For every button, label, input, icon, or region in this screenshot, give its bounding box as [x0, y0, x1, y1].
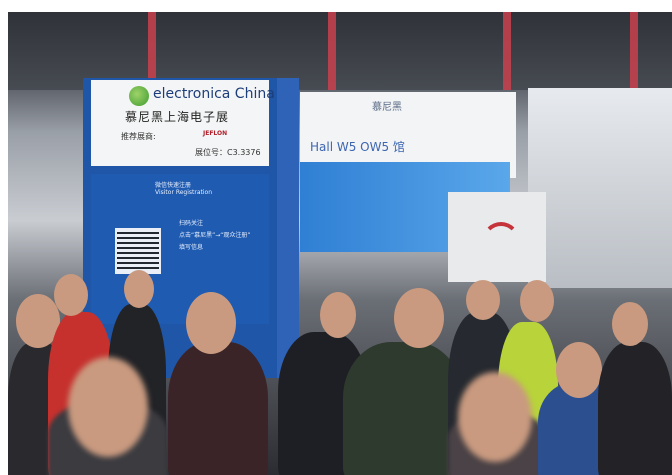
attendee-head: [124, 270, 154, 308]
attendee: [598, 342, 672, 475]
ceiling: [8, 12, 672, 90]
attendee-head: [320, 292, 356, 338]
electronica-logo-icon: [129, 86, 149, 106]
hall-sign-brand: 慕尼黑: [372, 102, 402, 113]
booth-header: [91, 80, 269, 166]
attendee-head: [556, 342, 602, 398]
step-3: 填写信息: [179, 244, 204, 251]
registration-title: 微信快速注册 Visitor Registration: [155, 180, 212, 196]
ceiling-beam: [148, 12, 156, 90]
attendee-head: [458, 372, 532, 462]
exhibitor-logo: JEFLON: [203, 130, 228, 137]
wifi-icon: [482, 222, 520, 260]
qr-code: [115, 228, 161, 274]
step-1: 扫码关注: [179, 220, 204, 227]
ceiling-beam: [503, 12, 511, 90]
registration-title-en: Visitor Registration: [155, 189, 213, 196]
background-hall-wall: [528, 88, 672, 288]
registration-steps: 扫码关注 点击“慕尼黑”→“观众注册” 填写信息: [179, 218, 250, 254]
attendee-head: [186, 292, 236, 354]
ceiling-beam: [328, 12, 336, 90]
wifi-sign: [448, 192, 546, 282]
attendee: [168, 342, 268, 475]
step-2: 点击“慕尼黑”→“观众注册”: [179, 232, 251, 239]
hall-sign-text: Hall W5 OW5 馆: [310, 140, 405, 154]
booth-side: [277, 78, 299, 378]
booth-brand: electronica China: [153, 86, 275, 102]
attendee-head: [68, 357, 148, 457]
stand-number: 展位号：C3.3376: [195, 148, 261, 157]
booth-title-cn: 慕尼黑上海电子展: [125, 110, 230, 124]
registration-title-cn: 微信快速注册: [155, 182, 192, 189]
attendee: [343, 342, 463, 475]
expo-photo: 慕尼黑 Hall W5 OW5 馆 electronica China 慕尼黑上…: [8, 12, 672, 475]
attendee-head: [54, 274, 88, 316]
attendee-head: [394, 288, 444, 348]
attendee-head: [612, 302, 648, 346]
ceiling-beam: [630, 12, 638, 90]
attendee-head: [466, 280, 500, 320]
recommended-label: 推荐展商:: [121, 132, 156, 141]
attendee-head: [520, 280, 554, 322]
